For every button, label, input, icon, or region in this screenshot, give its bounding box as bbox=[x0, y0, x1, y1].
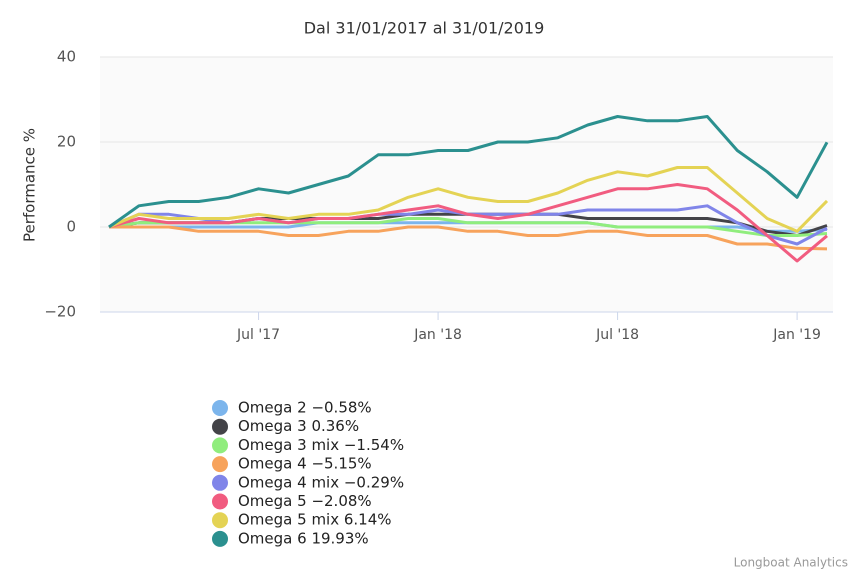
y-axis-title: Performance % bbox=[21, 128, 39, 242]
x-tick-label: Jul '18 bbox=[595, 327, 639, 343]
legend-marker[interactable] bbox=[212, 530, 228, 547]
legend-marker[interactable] bbox=[212, 418, 228, 435]
credit: Longboat Analytics bbox=[734, 556, 848, 570]
legend-label[interactable]: Omega 3 0.36% bbox=[238, 417, 359, 435]
legend-marker[interactable] bbox=[212, 437, 228, 454]
legend-label[interactable]: Omega 5 mix 6.14% bbox=[238, 511, 392, 529]
legend-label[interactable]: Omega 6 19.93% bbox=[238, 529, 369, 547]
y-tick-label: −20 bbox=[44, 303, 76, 321]
series-line bbox=[108, 183, 828, 263]
chart-title: Dal 31/01/2017 al 31/01/2019 bbox=[304, 19, 545, 38]
x-tick-label: Jan '18 bbox=[413, 327, 462, 343]
y-tick-label: 0 bbox=[66, 218, 76, 236]
legend-marker[interactable] bbox=[212, 493, 228, 510]
legend-label[interactable]: Omega 3 mix −1.54% bbox=[238, 436, 404, 454]
legend-marker[interactable] bbox=[212, 512, 228, 529]
legend-label[interactable]: Omega 4 −5.15% bbox=[238, 455, 372, 473]
legend-label[interactable]: Omega 2 −0.58% bbox=[238, 399, 372, 417]
legend-marker[interactable] bbox=[212, 456, 228, 473]
plot-area bbox=[100, 57, 833, 312]
series-line bbox=[108, 115, 829, 229]
series-line bbox=[108, 166, 829, 233]
y-tick-label: 20 bbox=[57, 133, 76, 151]
y-tick-label: 40 bbox=[57, 48, 76, 66]
x-tick-label: Jan '19 bbox=[772, 327, 821, 343]
series-line bbox=[109, 225, 828, 251]
legend-marker[interactable] bbox=[212, 400, 228, 416]
legend-marker[interactable] bbox=[212, 474, 228, 491]
legend-label[interactable]: Omega 4 mix −0.29% bbox=[238, 473, 404, 491]
legend-label[interactable]: Omega 5 −2.08% bbox=[238, 492, 372, 510]
x-tick-label: Jul '17 bbox=[236, 327, 280, 343]
